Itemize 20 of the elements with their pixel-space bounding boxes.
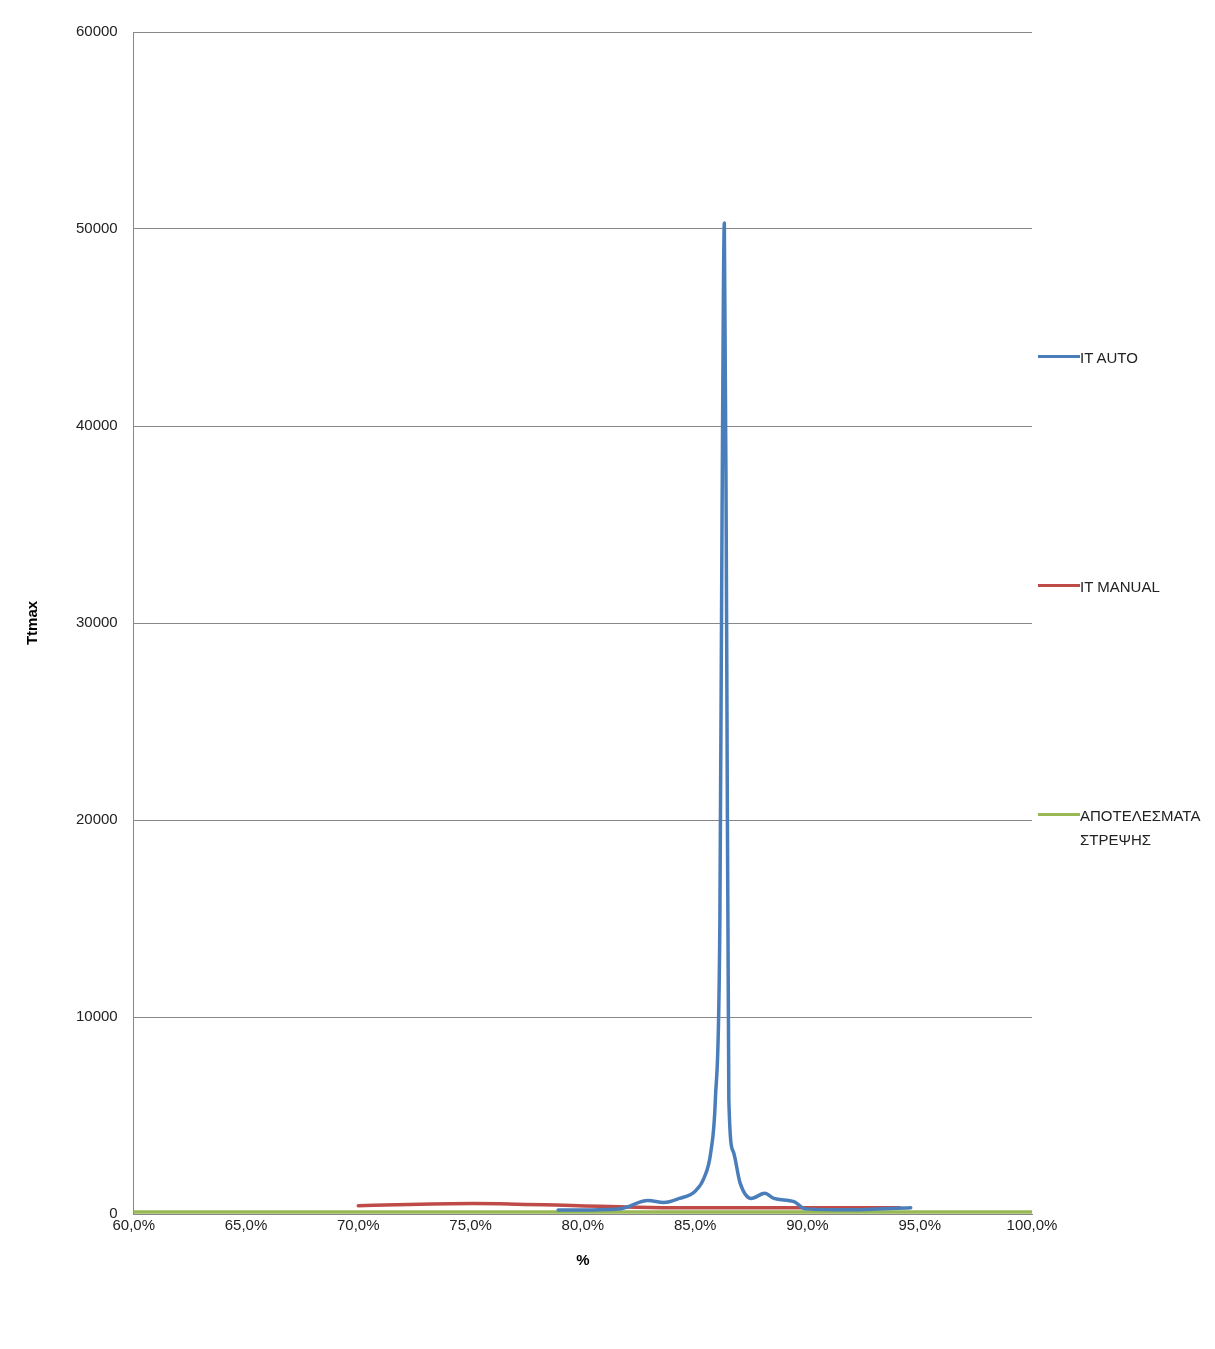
x-tick-label: 90,0%: [786, 1216, 829, 1234]
y-tick-label: 60000: [75, 22, 118, 40]
legend-label: ΑΠΟΤΕΛΕΣΜΑΤΑ ΣΤΡΕΨΗΣ: [1080, 806, 1202, 850]
y-tick-label: 10000: [75, 1007, 118, 1025]
y-tick-label: 30000: [75, 613, 118, 631]
x-tick-label: 85,0%: [673, 1216, 717, 1234]
y-tick-label: 40000: [75, 416, 118, 434]
x-tick-label: 65,0%: [224, 1216, 268, 1234]
x-tick-label: 80,0%: [561, 1216, 605, 1234]
x-axis-title: %: [576, 1251, 590, 1269]
y-axis-title: Ttmax: [23, 600, 41, 646]
legend-label: IT MANUAL: [1080, 577, 1161, 597]
y-tick-label: 20000: [75, 810, 118, 828]
legend-label: IT AUTO: [1080, 348, 1139, 368]
x-tick-label: 100,0%: [1006, 1216, 1058, 1234]
x-tick-label: 75,0%: [449, 1216, 492, 1234]
line-series: [556, 221, 913, 1212]
x-tick-label: 70,0%: [337, 1216, 380, 1234]
y-tick-label: 50000: [75, 219, 118, 237]
x-tick-label: 95,0%: [898, 1216, 941, 1234]
